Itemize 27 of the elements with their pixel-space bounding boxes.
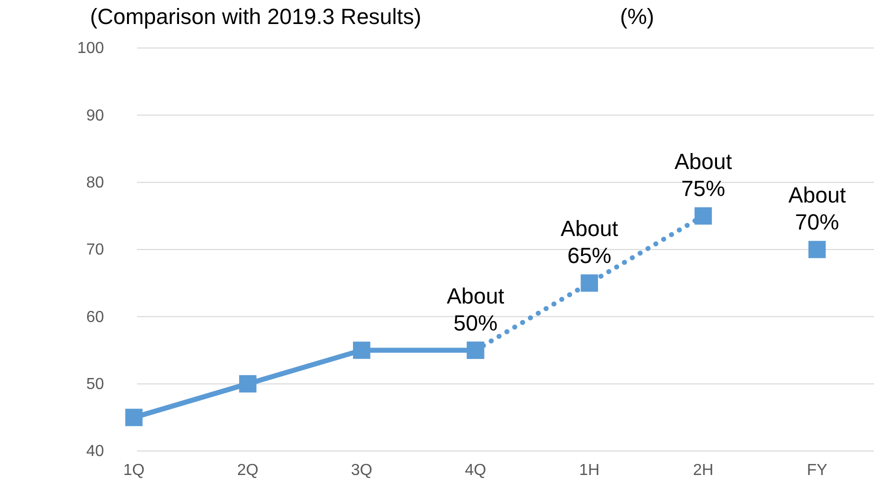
x-tick-label: 3Q (350, 462, 372, 479)
x-tick-label: 2Q (237, 462, 258, 479)
x-tick-label: 4Q (464, 462, 486, 479)
annotation: About 65% (560, 216, 618, 268)
annotation: About 50% (446, 283, 504, 336)
point (125, 408, 143, 426)
x-tick-label: FY (806, 462, 828, 479)
x-tick-label: 1Q (123, 462, 145, 479)
y-tick-label: 60 (86, 308, 104, 326)
x-tick-label: 1H (579, 462, 600, 479)
point (808, 240, 826, 258)
y-tick-label: 100 (77, 40, 104, 58)
point (694, 207, 712, 225)
point (466, 342, 484, 359)
y-tick-label: 40 (86, 443, 104, 460)
chart-title: (Comparison with 2019.3 Results) (90, 4, 422, 29)
y-tick-label: 80 (86, 174, 104, 192)
y-axis-title: (%) (620, 4, 654, 29)
annotation: About 75% (674, 148, 732, 201)
y-tick-label: 50 (86, 376, 104, 393)
y-tick-label: 70 (86, 242, 104, 259)
point (580, 274, 598, 292)
point (239, 375, 256, 392)
point (352, 342, 370, 359)
annotation: About 70% (788, 182, 846, 234)
y-tick-label: 90 (86, 107, 104, 124)
x-tick-label: 2H (692, 462, 714, 479)
